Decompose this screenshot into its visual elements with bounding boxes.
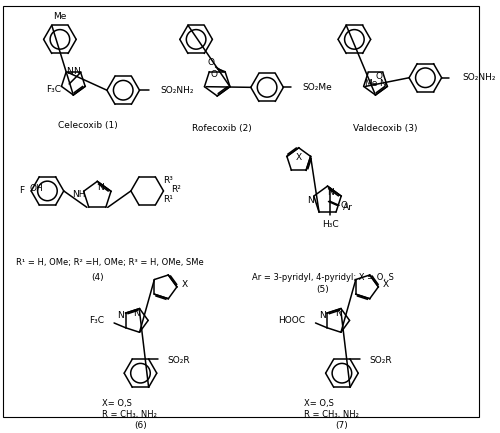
Text: N: N (334, 309, 342, 318)
Text: R²: R² (171, 184, 181, 194)
Text: (7): (7) (336, 421, 348, 430)
Text: N: N (97, 183, 103, 191)
Text: Me: Me (364, 80, 378, 88)
Text: Ar = 3-pyridyl, 4-pyridyl; X = O, S: Ar = 3-pyridyl, 4-pyridyl; X = O, S (252, 273, 394, 282)
Text: Celecoxib (1): Celecoxib (1) (58, 121, 118, 130)
Text: X= O,S: X= O,S (304, 399, 334, 408)
Text: (4): (4) (91, 273, 104, 282)
Text: OH: OH (30, 184, 44, 193)
Text: N: N (134, 309, 140, 318)
Text: F₃C: F₃C (90, 316, 104, 325)
Text: N: N (74, 67, 80, 76)
Text: SO₂Me: SO₂Me (302, 83, 332, 92)
Text: N: N (327, 188, 334, 197)
Text: N: N (319, 310, 326, 320)
Text: SO₂NH₂: SO₂NH₂ (463, 73, 496, 82)
Text: Rofecoxib (2): Rofecoxib (2) (192, 124, 252, 133)
Text: Valdecoxib (3): Valdecoxib (3) (353, 124, 418, 133)
Text: (6): (6) (134, 421, 147, 430)
Text: R¹: R¹ (163, 195, 173, 204)
Text: O: O (376, 72, 382, 81)
Text: N: N (118, 310, 124, 320)
Text: R = CH₃, NH₂: R = CH₃, NH₂ (102, 410, 157, 419)
Text: HOOC: HOOC (278, 316, 305, 325)
Text: R¹ = H, OMe; R² =H, OMe; R³ = H, OMe, SMe: R¹ = H, OMe; R² =H, OMe; R³ = H, OMe, SM… (16, 259, 204, 267)
Text: X: X (182, 281, 188, 289)
Text: X: X (296, 153, 302, 162)
Text: SO₂NH₂: SO₂NH₂ (160, 86, 194, 95)
Text: N: N (308, 197, 314, 205)
Text: O: O (207, 58, 214, 67)
Text: F: F (19, 187, 24, 195)
Text: O: O (340, 201, 347, 210)
Text: F₃C: F₃C (46, 85, 62, 94)
Text: NH: NH (72, 190, 86, 199)
Text: N: N (66, 67, 73, 76)
Text: H₃C: H₃C (322, 220, 338, 229)
Text: (5): (5) (316, 285, 329, 294)
Text: X: X (383, 281, 389, 289)
Text: Me: Me (53, 12, 66, 21)
Text: SO₂R: SO₂R (369, 356, 392, 365)
Text: SO₂R: SO₂R (168, 356, 190, 365)
Text: N: N (379, 79, 386, 88)
Text: R³: R³ (163, 176, 173, 185)
Text: X= O,S: X= O,S (102, 399, 132, 408)
Text: Ar: Ar (342, 203, 352, 212)
Text: O: O (210, 70, 218, 79)
Text: R = CH₃, NH₂: R = CH₃, NH₂ (304, 410, 358, 419)
